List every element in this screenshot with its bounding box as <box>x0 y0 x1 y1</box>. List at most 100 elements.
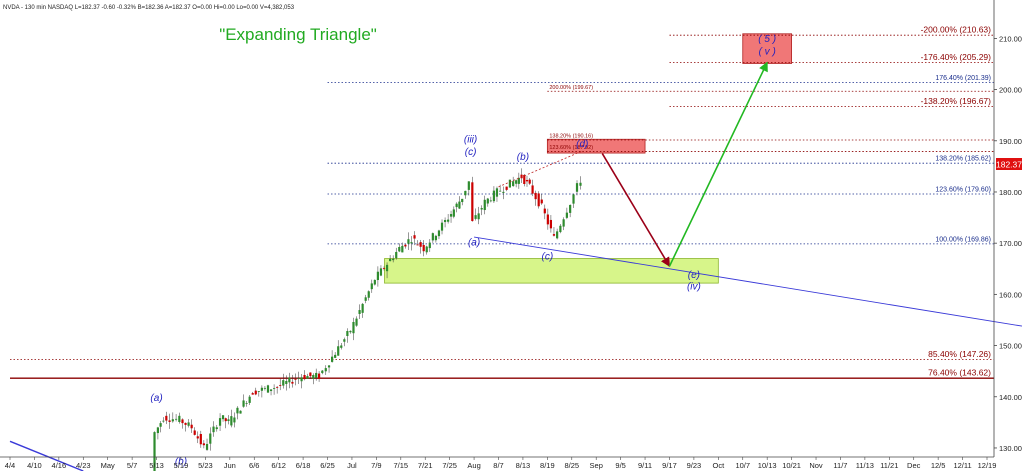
candle <box>477 206 480 225</box>
wave-label: (b) <box>175 456 187 467</box>
candle <box>257 391 260 397</box>
x-tick-label: 11/21 <box>880 461 898 470</box>
x-tick-label: Sep <box>590 461 603 470</box>
wave-label: ( 5 ) <box>758 34 776 45</box>
x-tick-label: 4/16 <box>52 461 67 470</box>
candle <box>419 239 422 254</box>
candle <box>215 424 218 432</box>
candle <box>239 410 242 414</box>
candle <box>171 412 174 423</box>
candle <box>508 179 511 188</box>
candle <box>540 194 543 205</box>
wave-5-target-zone <box>742 33 792 64</box>
candle <box>303 370 306 381</box>
candle <box>153 431 156 471</box>
candle <box>355 316 358 327</box>
candle <box>168 413 171 429</box>
candle <box>327 365 331 373</box>
candle <box>282 373 285 389</box>
candle <box>276 386 279 394</box>
candle <box>562 217 565 231</box>
candle <box>370 279 373 293</box>
y-tick-label: 190.00 <box>999 137 1022 146</box>
candle <box>572 193 575 208</box>
candle <box>306 373 309 379</box>
candle <box>300 374 303 389</box>
chart-title: "Expanding Triangle" <box>219 25 377 44</box>
candle <box>254 387 257 396</box>
candle <box>181 418 184 429</box>
candle <box>443 217 447 228</box>
chart-header: NVDA - 130 min NASDAQ L=182.37 -0.60 -0.… <box>3 5 295 11</box>
candle <box>159 421 162 433</box>
candle <box>520 168 523 184</box>
fib-level-label: -176.40% (205.29) <box>921 52 992 62</box>
candle <box>505 186 508 192</box>
candle <box>343 337 346 347</box>
x-tick-label: 7/15 <box>393 461 408 470</box>
y-tick-label: 170.00 <box>999 239 1022 248</box>
wave-label: (a) <box>468 238 480 249</box>
candle <box>178 412 181 424</box>
candle <box>346 328 349 343</box>
x-tick-label: 9/11 <box>638 461 652 470</box>
candle <box>294 373 297 386</box>
wave-label: (iv) <box>687 281 701 292</box>
candle <box>331 350 334 363</box>
candle <box>334 352 337 359</box>
projection-e-to-5 <box>668 61 768 267</box>
candle <box>324 365 327 375</box>
candle <box>523 174 526 187</box>
candle <box>263 386 267 391</box>
candle <box>199 430 202 448</box>
candle <box>379 265 383 277</box>
candle <box>367 290 370 301</box>
candle <box>174 414 178 422</box>
candle <box>317 371 321 382</box>
candle <box>209 427 212 451</box>
candle <box>502 186 505 200</box>
y-tick-label: 130.00 <box>999 444 1022 453</box>
candle <box>531 179 534 197</box>
candle <box>437 229 441 240</box>
candle <box>398 243 401 253</box>
x-tick-label: 12/19 <box>978 461 997 470</box>
x-tick-label: 6/12 <box>271 461 286 470</box>
wave-label: (a) <box>150 393 162 404</box>
candle <box>425 245 428 255</box>
candle <box>196 431 199 444</box>
y-tick-label: 160.00 <box>999 290 1022 299</box>
wave-label: (c) <box>542 252 554 263</box>
candle <box>458 196 461 210</box>
prior-trendline <box>9 440 84 471</box>
wave-label: (d) <box>576 139 588 150</box>
candle <box>349 330 352 334</box>
x-tick-label: 8/25 <box>564 461 579 470</box>
y-tick-label: 140.00 <box>999 393 1022 402</box>
candle <box>543 204 546 220</box>
x-tick-label: 9/23 <box>687 461 702 470</box>
x-tick-label: 7/9 <box>371 461 381 470</box>
wave-label: (b) <box>517 152 529 163</box>
x-tick-label: 11/13 <box>856 461 874 470</box>
candle <box>162 417 165 423</box>
x-tick-label: 6/25 <box>320 461 335 470</box>
candle <box>434 234 438 243</box>
x-tick-label: 9/5 <box>615 461 625 470</box>
x-tick-label: 8/19 <box>540 461 555 470</box>
candle <box>236 406 239 420</box>
candle <box>266 384 270 394</box>
candle <box>315 368 318 381</box>
candle <box>285 375 288 391</box>
fib-level-label: 76.40% (143.62) <box>928 368 991 378</box>
x-tick-label: Dec <box>907 461 921 470</box>
x-tick-label: 10/7 <box>735 461 750 470</box>
candle <box>184 422 187 432</box>
candle <box>407 232 410 250</box>
candle <box>279 378 282 391</box>
candle <box>395 247 398 260</box>
x-tick-label: 5/19 <box>174 461 189 470</box>
candle <box>489 196 492 203</box>
projection-d-to-e <box>601 153 671 268</box>
candle <box>559 224 562 234</box>
